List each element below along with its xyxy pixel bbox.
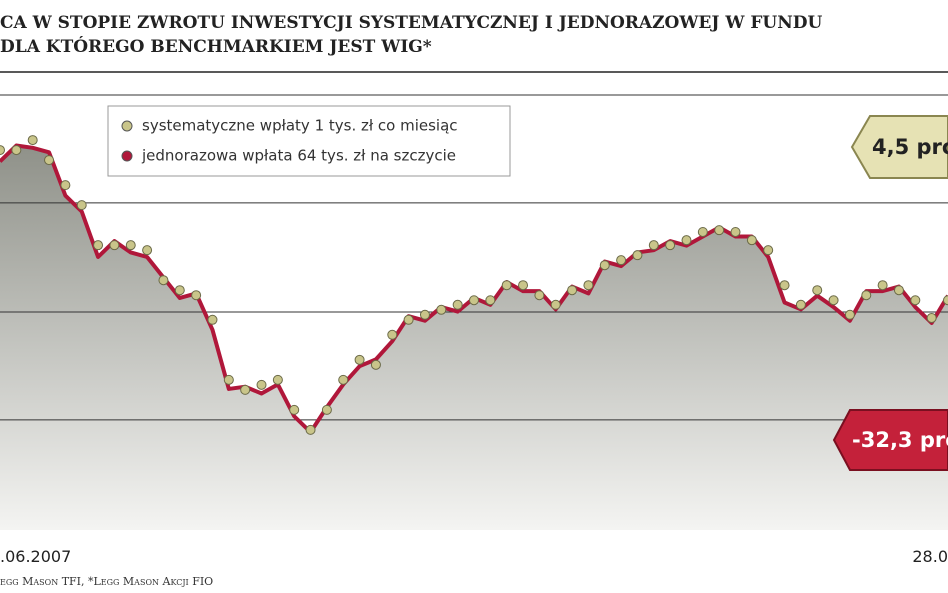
dot (305, 424, 316, 435)
legend-box (107, 105, 511, 177)
dot (697, 226, 708, 237)
dot (828, 295, 839, 306)
dot (681, 235, 692, 246)
annotation-box (850, 115, 948, 179)
dot (436, 304, 447, 315)
legend-label: systematyczne wpłaty 1 tys. zł co miesią… (142, 117, 458, 135)
legend-label: jednorazowa wpłata 64 tys. zł na szczyci… (141, 147, 456, 165)
dot (795, 299, 806, 310)
dot (616, 255, 627, 266)
dot (387, 329, 398, 340)
dot (877, 280, 888, 291)
source: egg Mason TFI, *Legg Mason Akcji FIO (0, 575, 213, 588)
dot (583, 280, 594, 291)
dot (550, 299, 561, 310)
dot (844, 309, 855, 320)
dot (665, 240, 676, 251)
dot (256, 379, 267, 390)
plot: systematyczne wpłaty 1 tys. zł co miesią… (0, 94, 948, 530)
dot (861, 290, 872, 301)
dot (485, 295, 496, 306)
dot (763, 245, 774, 256)
dot (567, 285, 578, 296)
dot (125, 240, 136, 251)
dot (779, 280, 790, 291)
dot (76, 200, 87, 211)
dot (370, 359, 381, 370)
x-start-label: .06.2007 (0, 547, 71, 566)
annotation-box (832, 409, 948, 471)
dot (338, 374, 349, 385)
annotation: 4,5 pro (872, 135, 948, 159)
area (0, 145, 948, 530)
dot (0, 145, 5, 156)
dot (44, 155, 55, 166)
dot (419, 309, 430, 320)
x-end-label: 28.0 (912, 547, 948, 566)
dot (289, 404, 300, 415)
dot (452, 299, 463, 310)
dot (191, 290, 202, 301)
dot (943, 295, 948, 306)
dot (240, 384, 251, 395)
dot (501, 280, 512, 291)
dot (746, 235, 757, 246)
dot (714, 225, 725, 236)
dot (174, 285, 185, 296)
dot (109, 240, 120, 251)
dot (93, 240, 104, 251)
dot (812, 285, 823, 296)
dot (599, 260, 610, 271)
annotation: -32,3 pro (852, 428, 948, 452)
dot (403, 314, 414, 325)
dot (893, 285, 904, 296)
dot (910, 295, 921, 306)
dot (518, 280, 529, 291)
dot (142, 245, 153, 256)
dot (60, 180, 71, 191)
dot (534, 290, 545, 301)
dot (632, 250, 643, 261)
legend-marker (121, 150, 133, 162)
dot (730, 226, 741, 237)
dot (469, 295, 479, 306)
dot (648, 240, 659, 251)
chart-subtitle: DLA KTÓREGO BENCHMARKIEM JEST WIG* (0, 36, 432, 57)
dot (354, 354, 365, 365)
dot (321, 404, 332, 415)
dot (223, 374, 234, 385)
chart-title: CA W STOPIE ZWROTU INWESTYCJI SYSTEMATYC… (0, 13, 823, 33)
dot (272, 374, 283, 385)
dot (158, 275, 169, 286)
dot (207, 314, 218, 325)
dot (11, 145, 22, 156)
legend-marker (121, 120, 133, 132)
dot (926, 312, 937, 323)
dot (27, 135, 38, 146)
